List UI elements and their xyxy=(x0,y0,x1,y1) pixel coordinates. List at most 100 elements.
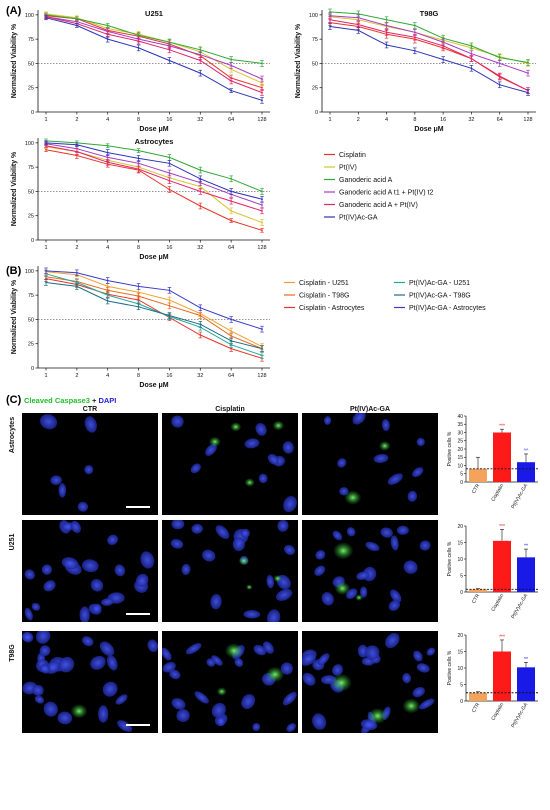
line-chart-u251: 0 25 50 75 100 1 2 4 8 16 32 64 128 U251 Dose μM Normal… xyxy=(11,9,270,133)
nucleus xyxy=(352,413,366,425)
nucleus xyxy=(84,465,94,475)
series-line xyxy=(45,142,263,200)
series-line xyxy=(45,143,263,206)
legend-item: Pt(IV)Ac-GA - U251 xyxy=(394,280,470,287)
series-line xyxy=(329,22,529,92)
data-point xyxy=(230,80,233,82)
line-chart-t98g: 0 25 50 75 100 1 2 4 8 16 32 64 128 T98G Dose μM Normal… xyxy=(295,8,536,133)
nucleus xyxy=(194,691,209,704)
nucleus xyxy=(413,650,423,662)
x-tick-label: 1 xyxy=(328,117,331,123)
x-tick-label: 32 xyxy=(197,245,203,251)
data-point xyxy=(261,354,263,357)
x-tick-label: 4 xyxy=(106,117,109,123)
nucleus xyxy=(315,550,326,560)
series-6 xyxy=(44,267,264,333)
nucleus xyxy=(39,645,51,657)
significance-marker: ^^ xyxy=(524,448,529,454)
micrograph-row-label: Astrocytes xyxy=(9,417,16,453)
nucleus xyxy=(317,653,330,666)
y-axis-label: Positive cells % xyxy=(447,431,453,466)
data-point xyxy=(261,99,263,102)
data-point xyxy=(261,86,263,89)
bar-chart-t98g: 0 5 10 15 20 CTR *** Cisplatin ** Pt(IV)Ac-GA Posi… xyxy=(447,633,538,729)
data-point xyxy=(199,314,202,317)
nucleus xyxy=(419,540,431,551)
data-point xyxy=(199,48,202,51)
significance-marker: ** xyxy=(524,657,528,663)
data-point xyxy=(199,306,202,309)
data-point xyxy=(106,289,109,292)
nucleus xyxy=(176,708,190,723)
nucleus xyxy=(211,655,223,666)
x-axis-label: Dose μM xyxy=(414,126,443,133)
nucleus xyxy=(34,695,45,704)
data-point xyxy=(413,31,416,34)
micrograph-panel xyxy=(22,631,158,733)
x-tick-label: 1 xyxy=(44,373,47,379)
nucleus xyxy=(390,535,399,551)
nucleus xyxy=(302,653,316,666)
line-chart-comparison: 0 25 50 75 100 1 2 4 8 16 32 64 128 Dose μM Normalized… xyxy=(11,266,270,389)
legend-label: Pt(IV)Ac-GA xyxy=(339,215,378,222)
nucleus xyxy=(253,644,267,656)
stain-legend: Cleaved Caspase3 + DAPI xyxy=(24,396,116,405)
nucleus xyxy=(24,569,35,580)
nucleus xyxy=(266,574,275,589)
data-point xyxy=(527,72,529,75)
y-tick-label: 50 xyxy=(312,61,318,67)
caspase-signal xyxy=(344,490,361,505)
data-point xyxy=(45,16,47,19)
series-line xyxy=(45,140,263,192)
data-point xyxy=(45,148,47,151)
data-point xyxy=(75,154,78,157)
data-point xyxy=(199,169,202,171)
caspase-signal xyxy=(238,556,249,566)
data-point xyxy=(261,221,263,224)
y-tick-label: 75 xyxy=(28,293,34,299)
y-tick-label: 25 xyxy=(312,86,318,92)
nucleus xyxy=(57,711,73,725)
data-point xyxy=(230,343,233,346)
data-point xyxy=(168,59,171,62)
legend-item: Cisplatin xyxy=(324,152,366,159)
nucleus xyxy=(396,525,409,535)
data-point xyxy=(498,56,501,59)
x-tick-label: 64 xyxy=(228,117,234,123)
caspase-signal xyxy=(246,584,253,590)
data-point xyxy=(470,67,473,70)
bar-chart-u251: 0 5 10 15 20 CTR *** Cisplatin ** Pt(IV)Ac-GA Posi… xyxy=(447,524,538,620)
micrograph-panel xyxy=(22,520,158,622)
data-point xyxy=(230,89,233,92)
panel-label-b: (B) xyxy=(6,265,22,277)
x-tick-label: 16 xyxy=(440,117,446,123)
nucleus xyxy=(90,655,106,670)
y-axis-label: Positive cells % xyxy=(447,541,453,576)
y-axis-label: Normalized Viability % xyxy=(11,23,18,98)
data-point xyxy=(261,204,263,206)
nucleus xyxy=(426,647,436,656)
data-point xyxy=(329,14,331,17)
bar xyxy=(469,589,487,592)
micrograph-panel xyxy=(162,631,298,733)
data-point xyxy=(75,281,78,284)
caspase-signal xyxy=(70,704,88,719)
data-point xyxy=(137,168,140,170)
nucleus xyxy=(135,573,149,587)
data-point xyxy=(137,162,140,165)
nucleus xyxy=(140,551,155,569)
legend-label: Cisplatin xyxy=(339,152,366,159)
data-point xyxy=(106,161,109,164)
nucleus xyxy=(35,631,51,644)
data-point xyxy=(230,68,233,71)
series-line xyxy=(45,278,263,359)
caspase-signal xyxy=(333,542,353,559)
data-point xyxy=(470,57,473,60)
data-point xyxy=(199,72,202,75)
caspase-signal xyxy=(244,478,255,487)
data-point xyxy=(45,269,47,272)
data-point xyxy=(199,334,202,336)
series-5 xyxy=(44,143,264,215)
caspase-signal xyxy=(335,582,350,595)
